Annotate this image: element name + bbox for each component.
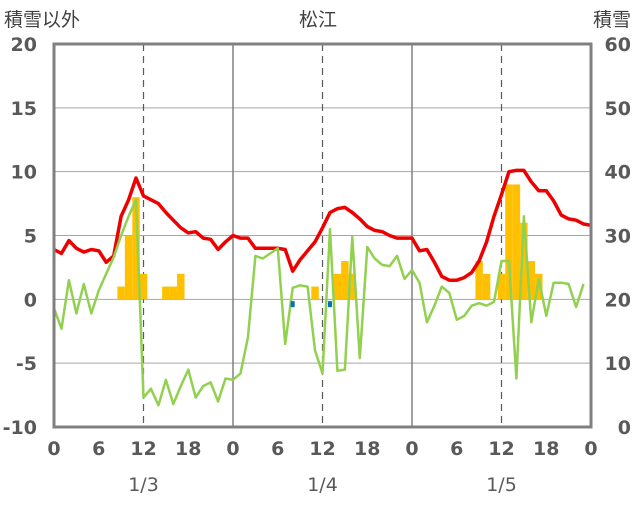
snow-bar bbox=[124, 235, 133, 300]
left-tick-label: -10 bbox=[3, 417, 37, 439]
x-tick-label: 0 bbox=[405, 438, 418, 460]
x-tick-label: 18 bbox=[354, 438, 380, 460]
x-tick-label: 0 bbox=[584, 438, 597, 460]
x-tick-label: 12 bbox=[488, 438, 514, 460]
snow-bar bbox=[341, 261, 349, 300]
green-series-line bbox=[52, 198, 585, 407]
blue-marker bbox=[327, 301, 332, 308]
x-tick-label: 12 bbox=[309, 438, 335, 460]
snow-bar bbox=[177, 273, 185, 300]
snow-bar bbox=[139, 273, 148, 300]
x-date-labels: 1/3 1/4 1/5 bbox=[128, 474, 517, 496]
x-tick-label: 0 bbox=[47, 438, 60, 460]
snow-bar bbox=[527, 261, 536, 300]
right-tick-label: 60 bbox=[605, 34, 631, 56]
left-tick-label: -5 bbox=[16, 353, 37, 375]
x-hour-ticks: 0 6 12 18 0 6 12 18 0 6 12 18 0 bbox=[47, 438, 597, 460]
snow-bar bbox=[497, 273, 506, 300]
plot-frame bbox=[52, 42, 593, 429]
snow-bar bbox=[505, 184, 513, 300]
red-series-line bbox=[53, 168, 592, 282]
right-tick-label: 20 bbox=[605, 289, 631, 311]
right-tick-label: 30 bbox=[605, 226, 631, 248]
left-tick-label: 0 bbox=[24, 289, 37, 311]
snow-bar bbox=[482, 273, 491, 300]
snow-bar bbox=[475, 261, 483, 300]
left-tick-label: 5 bbox=[24, 226, 37, 248]
right-tick-label: 50 bbox=[605, 98, 631, 120]
x-tick-label: 6 bbox=[271, 438, 284, 460]
right-tick-label: 10 bbox=[605, 353, 631, 375]
date-label: 1/3 bbox=[128, 474, 159, 496]
blue-marker bbox=[290, 301, 295, 308]
left-tick-label: 20 bbox=[11, 34, 37, 56]
snow-bar bbox=[117, 286, 125, 300]
x-tick-label: 0 bbox=[226, 438, 239, 460]
right-tick-label: 0 bbox=[618, 417, 631, 439]
blue-markers bbox=[290, 301, 332, 308]
right-y-ticks: 60 50 40 30 20 10 0 bbox=[605, 34, 631, 439]
snow-bar bbox=[162, 286, 170, 300]
x-tick-label: 18 bbox=[533, 438, 559, 460]
left-tick-label: 10 bbox=[11, 162, 37, 184]
snow-bar bbox=[311, 286, 319, 300]
chart-title: 松江 bbox=[299, 9, 337, 31]
snow-bar bbox=[333, 273, 342, 300]
snow-bar bbox=[132, 197, 140, 300]
right-axis-label: 積雪 bbox=[593, 9, 631, 31]
left-axis-label: 積雪以外 bbox=[4, 9, 80, 31]
snow-bar bbox=[348, 273, 357, 300]
snow-bar bbox=[535, 273, 543, 300]
snow-depth-bars bbox=[117, 184, 543, 300]
x-tick-label: 6 bbox=[92, 438, 105, 460]
date-label: 1/5 bbox=[486, 474, 517, 496]
right-tick-label: 40 bbox=[605, 162, 631, 184]
snow-bar bbox=[169, 286, 178, 300]
x-tick-label: 18 bbox=[175, 438, 201, 460]
date-label: 1/4 bbox=[307, 474, 338, 496]
snow-bar bbox=[512, 184, 521, 300]
x-tick-label: 6 bbox=[450, 438, 463, 460]
left-tick-label: 15 bbox=[11, 98, 37, 120]
snow-bar bbox=[520, 222, 528, 300]
left-y-ticks: 20 15 10 5 0 -5 -10 bbox=[3, 34, 37, 439]
x-tick-label: 12 bbox=[130, 438, 156, 460]
